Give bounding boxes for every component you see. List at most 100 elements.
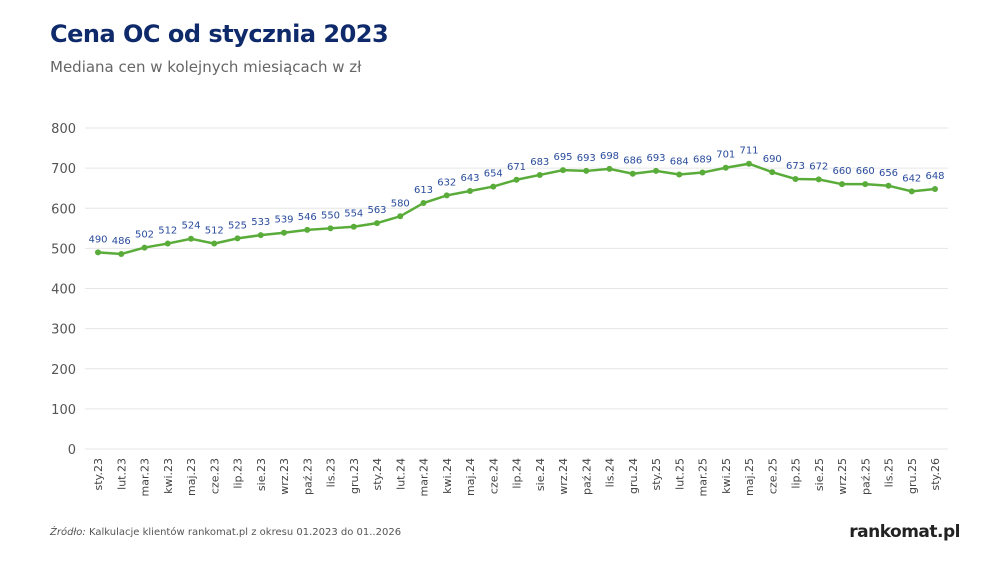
data-point (443, 192, 450, 199)
data-point (885, 182, 892, 189)
x-tick-label: sty.24 (371, 458, 384, 490)
data-label: 660 (856, 166, 875, 177)
rankomat-logo: rankomat.pl (849, 522, 960, 542)
y-tick-label: 200 (51, 363, 76, 378)
y-tick-label: 600 (51, 202, 76, 217)
x-tick-label: sie.24 (534, 458, 547, 491)
x-tick-label: lut.25 (673, 458, 686, 490)
data-label: 656 (879, 168, 898, 179)
data-label: 711 (739, 146, 758, 157)
data-point (327, 225, 334, 232)
data-label: 642 (902, 173, 921, 184)
data-point (815, 176, 822, 183)
data-label: 490 (88, 234, 107, 245)
data-point (397, 213, 404, 220)
data-label: 525 (228, 220, 247, 231)
x-tick-label: cze.24 (487, 458, 500, 494)
x-tick-label: mar.25 (697, 458, 710, 496)
y-tick-label: 700 (51, 162, 76, 177)
data-point (141, 244, 148, 251)
data-point (513, 176, 520, 183)
x-tick-label: kwi.25 (720, 458, 733, 494)
data-point (490, 183, 497, 190)
data-point (536, 171, 543, 178)
data-label: 683 (530, 157, 549, 168)
data-label: 502 (135, 230, 154, 241)
chart-title: Cena OC od stycznia 2023 (50, 20, 389, 48)
data-label: 648 (925, 171, 944, 182)
x-tick-label: cze.23 (208, 458, 221, 494)
data-point (281, 229, 287, 236)
data-point (583, 167, 590, 174)
data-point (908, 188, 915, 195)
x-tick-label: mar.23 (139, 458, 152, 496)
data-point (629, 170, 636, 177)
data-point (722, 164, 729, 171)
x-tick-label: kwi.23 (162, 458, 175, 494)
data-point (560, 167, 566, 174)
data-point (699, 169, 706, 176)
data-label: 686 (623, 156, 642, 167)
data-label: 563 (367, 205, 386, 216)
data-label: 512 (158, 226, 177, 237)
x-tick-label: maj.25 (743, 458, 756, 496)
data-point (188, 235, 194, 242)
data-label: 643 (460, 173, 479, 184)
data-point (769, 169, 776, 176)
x-tick-label: lis.24 (604, 458, 617, 487)
data-label: 693 (646, 153, 665, 164)
x-tick-label: sty.26 (929, 458, 942, 490)
x-tick-label: paź.24 (580, 458, 593, 495)
data-label: 512 (205, 226, 224, 237)
x-tick-label: lip.25 (790, 458, 803, 489)
x-tick-label: gru.24 (627, 458, 640, 494)
y-tick-label: 100 (51, 403, 76, 418)
data-label: 673 (786, 161, 805, 172)
data-point (304, 226, 311, 233)
source-label: Źródło: (50, 527, 86, 538)
x-tick-label: maj.24 (464, 458, 477, 496)
data-label: 684 (670, 157, 689, 168)
x-tick-label: lis.25 (883, 458, 896, 487)
data-point (792, 175, 799, 182)
x-tick-label: sie.23 (255, 458, 268, 491)
x-tick-label: kwi.24 (441, 458, 454, 494)
data-point (676, 171, 683, 178)
x-tick-label: wrz.25 (836, 458, 849, 495)
data-point (932, 185, 938, 192)
x-tick-label: lis.23 (325, 458, 338, 487)
y-tick-label: 400 (51, 283, 76, 298)
data-point (420, 200, 427, 207)
data-label: 695 (553, 152, 572, 163)
data-label: 613 (414, 185, 433, 196)
chart-subtitle: Mediana cen w kolejnych miesiącach w zł (50, 58, 362, 76)
x-tick-label: wrz.23 (278, 458, 291, 495)
source-text: Kalkulacje klientów rankomat.pl z okresu… (85, 527, 402, 538)
x-tick-label: paź.25 (859, 458, 872, 495)
data-label: 550 (321, 210, 340, 221)
data-point (95, 249, 101, 256)
data-point (234, 235, 241, 242)
data-label: 693 (577, 153, 596, 164)
data-label: 654 (484, 169, 503, 180)
x-tick-label: wrz.24 (557, 458, 570, 495)
x-tick-label: sie.25 (813, 458, 826, 491)
x-tick-label: paź.23 (301, 458, 314, 495)
x-tick-label: lut.23 (115, 458, 128, 490)
data-label: 546 (298, 212, 317, 223)
source-note: Źródło: Kalkulacje klientów rankomat.pl … (50, 527, 401, 538)
x-tick-label: gru.25 (906, 458, 919, 494)
data-point (653, 167, 659, 174)
x-tick-label: gru.23 (348, 458, 361, 494)
data-label: 580 (391, 198, 410, 209)
data-label: 554 (344, 209, 363, 220)
data-label: 690 (763, 154, 782, 165)
y-tick-label: 0 (68, 443, 76, 458)
x-tick-label: maj.23 (185, 458, 198, 496)
data-point (467, 187, 473, 194)
data-point (606, 165, 613, 172)
data-point (164, 240, 171, 247)
x-tick-label: sty.23 (92, 458, 105, 490)
data-point (374, 220, 380, 227)
